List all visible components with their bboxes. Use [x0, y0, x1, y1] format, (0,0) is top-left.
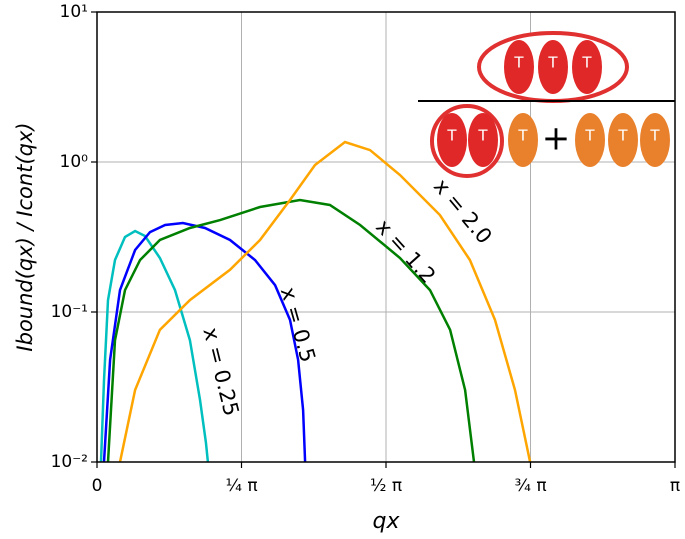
inset-letter: T	[581, 54, 592, 72]
orange-site	[508, 113, 538, 167]
red-site	[468, 113, 498, 167]
orange-site	[608, 113, 638, 167]
plot-frame	[96, 11, 676, 463]
x-tick-label: 0	[92, 476, 103, 496]
x-tick-label: π	[670, 476, 680, 496]
series-label: x = 2.0	[429, 174, 497, 248]
orange-site	[640, 113, 670, 167]
series-line	[118, 140, 532, 463]
red-site	[538, 40, 568, 94]
y-tick-label: 10⁻²	[51, 452, 88, 472]
red-site	[572, 40, 602, 94]
series-label: x = 1.2	[371, 215, 440, 288]
inset-diagram: T T T T T T T T T +	[418, 31, 675, 178]
y-axis-label: Ibound(qx) / Icont(qx)	[13, 122, 37, 351]
x-axis-label: qx	[373, 509, 401, 534]
inset-letter: T	[584, 127, 595, 145]
y-tick-label: 10⁻¹	[51, 302, 88, 322]
y-tick-label: 10⁰	[60, 152, 89, 172]
x-tick-label: ¼ π	[225, 476, 257, 496]
inset-operator: +	[542, 119, 571, 159]
inset-letter: T	[477, 127, 488, 145]
x-tick-label: ½ π	[370, 476, 402, 496]
orange-site	[575, 113, 605, 167]
y-tick-label: 10¹	[60, 2, 88, 22]
inset-letter: T	[617, 127, 628, 145]
inset-letter: T	[547, 54, 558, 72]
inset-letter: T	[446, 127, 457, 145]
series-label: x = 0.5	[276, 285, 320, 365]
series-line	[106, 198, 476, 463]
inset-letter: T	[513, 54, 524, 72]
red-site	[504, 40, 534, 94]
series-line	[99, 229, 210, 463]
series-line	[102, 221, 307, 463]
series-label: x = 0.25	[198, 325, 243, 418]
x-tick-label: ¾ π	[514, 476, 546, 496]
inset-letter: T	[649, 127, 660, 145]
red-site	[437, 113, 467, 167]
inset-letter: T	[517, 127, 528, 145]
